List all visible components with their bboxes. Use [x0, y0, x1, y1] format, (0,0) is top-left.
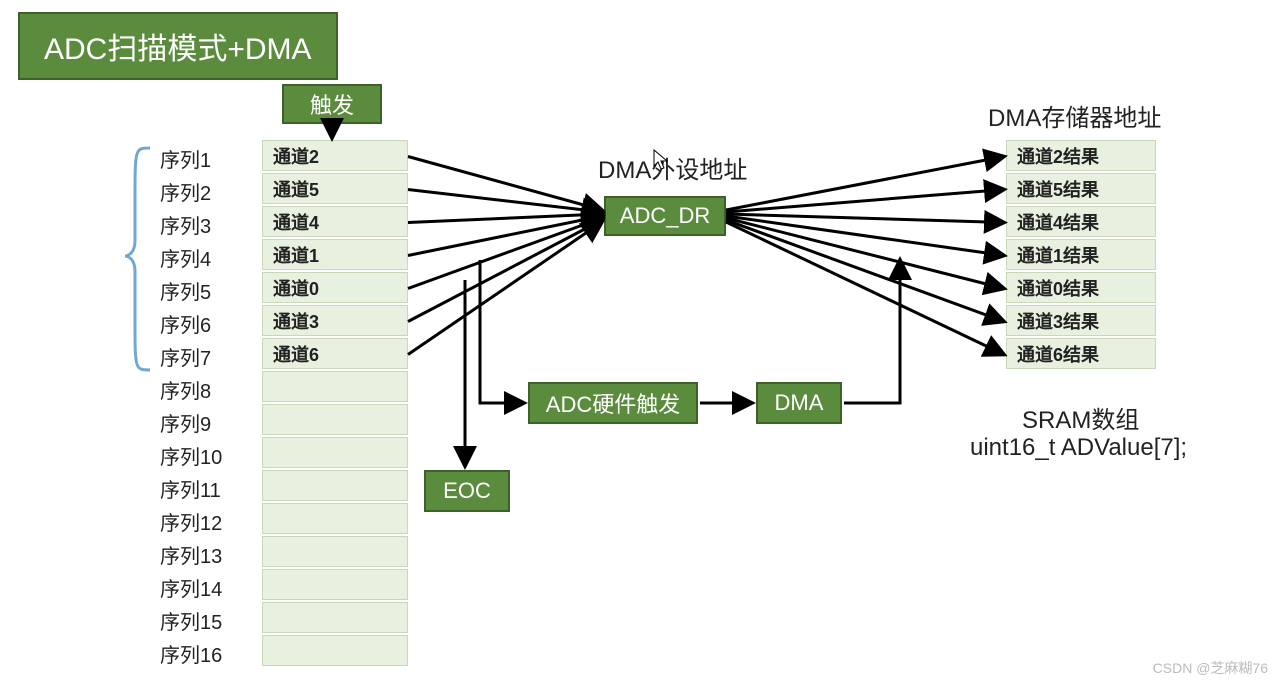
title-text: ADC扫描模式+DMA — [44, 33, 312, 66]
peripheral-addr-label: DMA外设地址 — [598, 150, 747, 185]
result-cell: 通道6结果 — [1006, 338, 1156, 369]
sequence-label: 序列4 — [160, 243, 211, 272]
sequence-cell — [262, 635, 408, 666]
hw-trigger-label: ADC硬件触发 — [546, 387, 680, 419]
trigger-label: 触发 — [310, 88, 354, 120]
sequence-cell: 通道3 — [262, 305, 408, 336]
sequence-label: 序列5 — [160, 276, 211, 305]
eoc-label: EOC — [443, 478, 491, 504]
sequence-label: 序列13 — [160, 540, 222, 569]
adc-dr-label: ADC_DR — [620, 203, 710, 229]
sequence-cell — [262, 404, 408, 435]
sequence-label: 序列1 — [160, 144, 211, 173]
sequence-label: 序列12 — [160, 507, 222, 536]
result-cell: 通道2结果 — [1006, 140, 1156, 171]
watermark: CSDN @芝麻糊76 — [1153, 658, 1268, 678]
trigger-box: 触发 — [282, 84, 382, 124]
adc-dr-box: ADC_DR — [604, 196, 726, 236]
result-cell: 通道0结果 — [1006, 272, 1156, 303]
sequence-label: 序列15 — [160, 606, 222, 635]
sequence-label: 序列14 — [160, 573, 222, 602]
sequence-label: 序列10 — [160, 441, 222, 470]
result-cell: 通道4结果 — [1006, 206, 1156, 237]
sram-label-1: SRAM数组 — [1022, 400, 1139, 435]
dma-label: DMA — [775, 390, 824, 416]
sequence-label: 序列9 — [160, 408, 211, 437]
sequence-label: 序列2 — [160, 177, 211, 206]
sequence-cell: 通道1 — [262, 239, 408, 270]
dma-box: DMA — [756, 382, 842, 424]
sequence-label: 序列16 — [160, 639, 222, 668]
sequence-cell: 通道6 — [262, 338, 408, 369]
title-banner: ADC扫描模式+DMA — [18, 12, 338, 80]
sequence-label: 序列6 — [160, 309, 211, 338]
sequence-cell — [262, 503, 408, 534]
sequence-label: 序列7 — [160, 342, 211, 371]
sequence-label: 序列11 — [160, 474, 221, 503]
result-cell: 通道1结果 — [1006, 239, 1156, 270]
sequence-cell: 通道0 — [262, 272, 408, 303]
sequence-cell — [262, 536, 408, 567]
sequence-cell — [262, 470, 408, 501]
sequence-cell: 通道5 — [262, 173, 408, 204]
sequence-cell — [262, 437, 408, 468]
eoc-box: EOC — [424, 470, 510, 512]
result-cell: 通道5结果 — [1006, 173, 1156, 204]
sequence-label: 序列8 — [160, 375, 211, 404]
hw-trigger-box: ADC硬件触发 — [528, 382, 698, 424]
sequence-cell: 通道2 — [262, 140, 408, 171]
storage-addr-label: DMA存储器地址 — [988, 98, 1161, 133]
sequence-label: 序列3 — [160, 210, 211, 239]
result-cell: 通道3结果 — [1006, 305, 1156, 336]
sequence-cell: 通道4 — [262, 206, 408, 237]
sequence-cell — [262, 371, 408, 402]
sram-label-2: uint16_t ADValue[7]; — [970, 434, 1187, 462]
sequence-cell — [262, 602, 408, 633]
sequence-cell — [262, 569, 408, 600]
